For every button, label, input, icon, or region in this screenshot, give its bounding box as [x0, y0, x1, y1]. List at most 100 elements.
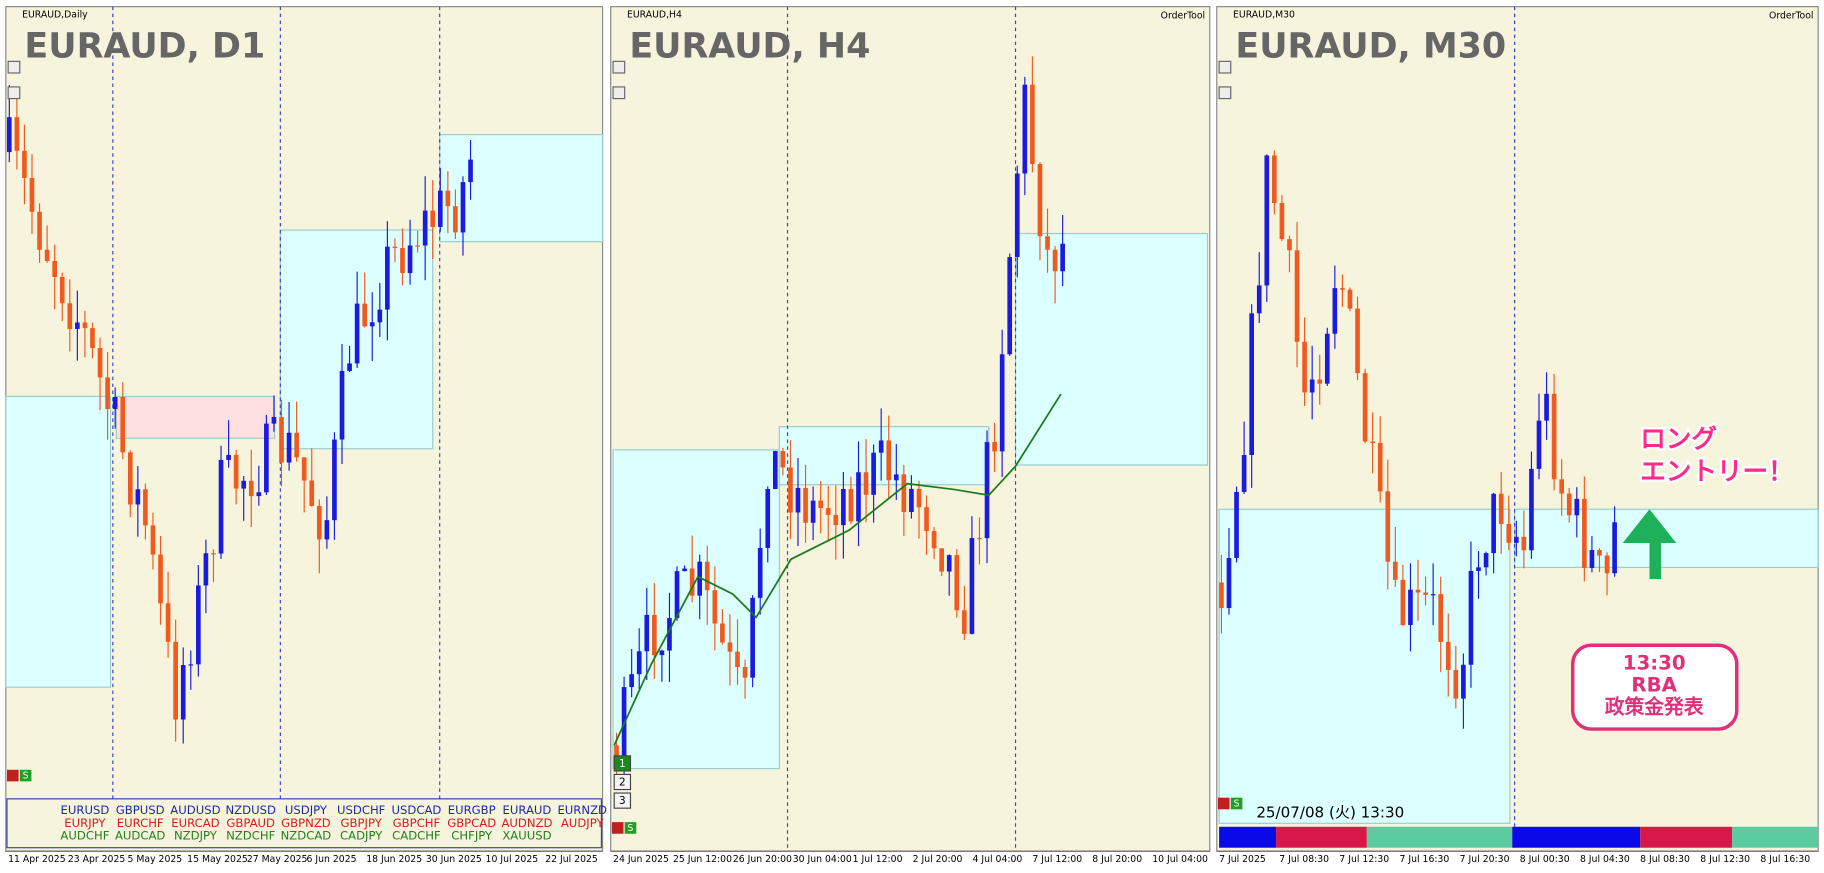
candle-body [97, 348, 103, 378]
symbol-button[interactable]: AUDUSD [170, 803, 220, 817]
minus-button[interactable] [6, 769, 19, 782]
candle-body [1355, 308, 1360, 374]
chart-panel: EURAUD,Daily EURAUD, D1 11 Apr 2025 23 Apr … [5, 6, 607, 865]
candle-body [1445, 641, 1451, 670]
level-button[interactable] [613, 773, 632, 791]
candle-body [264, 423, 269, 493]
symbol-button[interactable]: NZDJPY [174, 829, 218, 843]
scroll-button[interactable] [1218, 60, 1232, 74]
candle-body [1491, 493, 1496, 554]
candle-body [841, 488, 846, 526]
x-tick-label: 7 Jul 2025 [1219, 854, 1266, 865]
symbol-button[interactable]: EURCHF [117, 816, 164, 830]
candle-body [362, 303, 368, 327]
candle-body [422, 210, 428, 246]
symbol-button[interactable]: USDJPY [285, 803, 328, 817]
minus-button[interactable] [611, 822, 624, 834]
chart-panel: EURAUD,H4 OrderTool EURAUD, H4 24 Jun 2025 2… [610, 6, 1404, 865]
x-tick-label: 26 Jun 20:00 [733, 854, 792, 865]
candle-body [909, 488, 914, 513]
level-label: 3 [619, 795, 626, 807]
candle-body [825, 508, 831, 515]
symbol-button[interactable]: XAUUSD [502, 829, 551, 843]
candle-body [90, 328, 95, 349]
candle-body [1521, 536, 1527, 551]
candle-body [1513, 536, 1519, 543]
candle-body [407, 245, 413, 274]
candle-body [1317, 379, 1323, 384]
candle-body [248, 480, 254, 497]
symbol-button[interactable]: AUDCAD [115, 829, 165, 843]
s-button[interactable] [19, 769, 32, 782]
candle-body [999, 354, 1005, 452]
symbol-button[interactable]: EURUSD [61, 803, 110, 817]
scroll-button[interactable] [7, 60, 21, 74]
candle-body [105, 377, 110, 410]
candle-body [135, 489, 141, 505]
minus-button[interactable] [1217, 797, 1230, 810]
candle-body [1264, 155, 1270, 286]
s-button[interactable] [1230, 797, 1243, 810]
candle-body [1438, 594, 1444, 642]
candle-body [1551, 393, 1557, 480]
candle-body [1423, 592, 1428, 595]
s-button[interactable] [624, 822, 637, 834]
level-button[interactable] [613, 755, 632, 772]
symbol-button[interactable]: EURCAD [171, 816, 219, 830]
symbol-button[interactable]: AUDNZD [501, 816, 552, 830]
candle-body [385, 246, 390, 310]
symbol-button[interactable]: CADCHF [392, 829, 441, 843]
symbol-button[interactable]: USDCAD [392, 803, 442, 817]
candle-body [1612, 522, 1617, 574]
x-tick-label: 8 Jul 00:30 [1520, 854, 1570, 865]
x-tick-label: 5 May 2025 [127, 854, 182, 865]
scroll-button[interactable] [1218, 86, 1232, 100]
symbol-button[interactable]: EURJPY [64, 816, 106, 830]
candle-body [1362, 373, 1368, 442]
session-bar [1732, 826, 1819, 848]
symbol-button[interactable]: USDCHF [337, 803, 386, 817]
candle-body [886, 440, 892, 481]
x-tick-label: 7 Jul 20:30 [1460, 854, 1510, 865]
symbol-button[interactable]: GBPUSD [116, 803, 165, 817]
candle-body [1377, 443, 1383, 492]
level-label: 2 [619, 777, 626, 789]
candle-body [1415, 589, 1421, 593]
symbol-button[interactable]: NZDUSD [225, 803, 275, 817]
symbol-button[interactable]: EURGBP [448, 803, 496, 817]
candle-body [765, 488, 771, 548]
candle-body [14, 117, 20, 151]
x-tick-label: 25 Jun 12:00 [673, 854, 732, 865]
symbol-button[interactable]: EURNZD [557, 803, 607, 817]
candle-body [196, 585, 201, 665]
symbol-button[interactable]: CADJPY [340, 829, 383, 843]
candle-body [1256, 285, 1262, 314]
x-tick-label: 8 Jul 20:00 [1092, 854, 1142, 865]
scroll-button[interactable] [612, 86, 626, 100]
scroll-button[interactable] [7, 86, 21, 100]
candle-body [1014, 173, 1020, 258]
candle-body [6, 117, 12, 153]
candle-body [682, 568, 687, 572]
candle-body [52, 261, 57, 277]
candle-body [29, 177, 35, 212]
symbol-button[interactable]: GBPJPY [341, 816, 383, 830]
symbol-button[interactable]: AUDCHF [60, 829, 109, 843]
level-button[interactable] [613, 792, 632, 809]
x-tick-label: 30 Jun 2025 [426, 854, 482, 865]
x-tick-label: 6 Jun 2025 [307, 854, 357, 865]
symbol-button[interactable]: EURAUD [503, 803, 552, 817]
symbol-button[interactable]: AUDJPY [561, 816, 605, 830]
symbol-button[interactable]: NZDCAD [281, 829, 332, 843]
symbol-button[interactable]: GBPAUD [226, 816, 275, 830]
candle-body [1430, 594, 1436, 596]
symbol-button[interactable]: GBPCAD [447, 816, 496, 830]
symbol-button[interactable]: GBPCHF [393, 816, 441, 830]
candle-body [757, 547, 763, 598]
x-tick-label: 7 Jul 08:30 [1279, 854, 1329, 865]
symbol-button[interactable]: CHFJPY [451, 829, 493, 843]
candle-body [977, 538, 982, 540]
symbol-button[interactable]: NZDCHF [226, 829, 275, 843]
scroll-button[interactable] [612, 60, 626, 74]
symbol-button[interactable]: GBPNZD [281, 816, 331, 830]
